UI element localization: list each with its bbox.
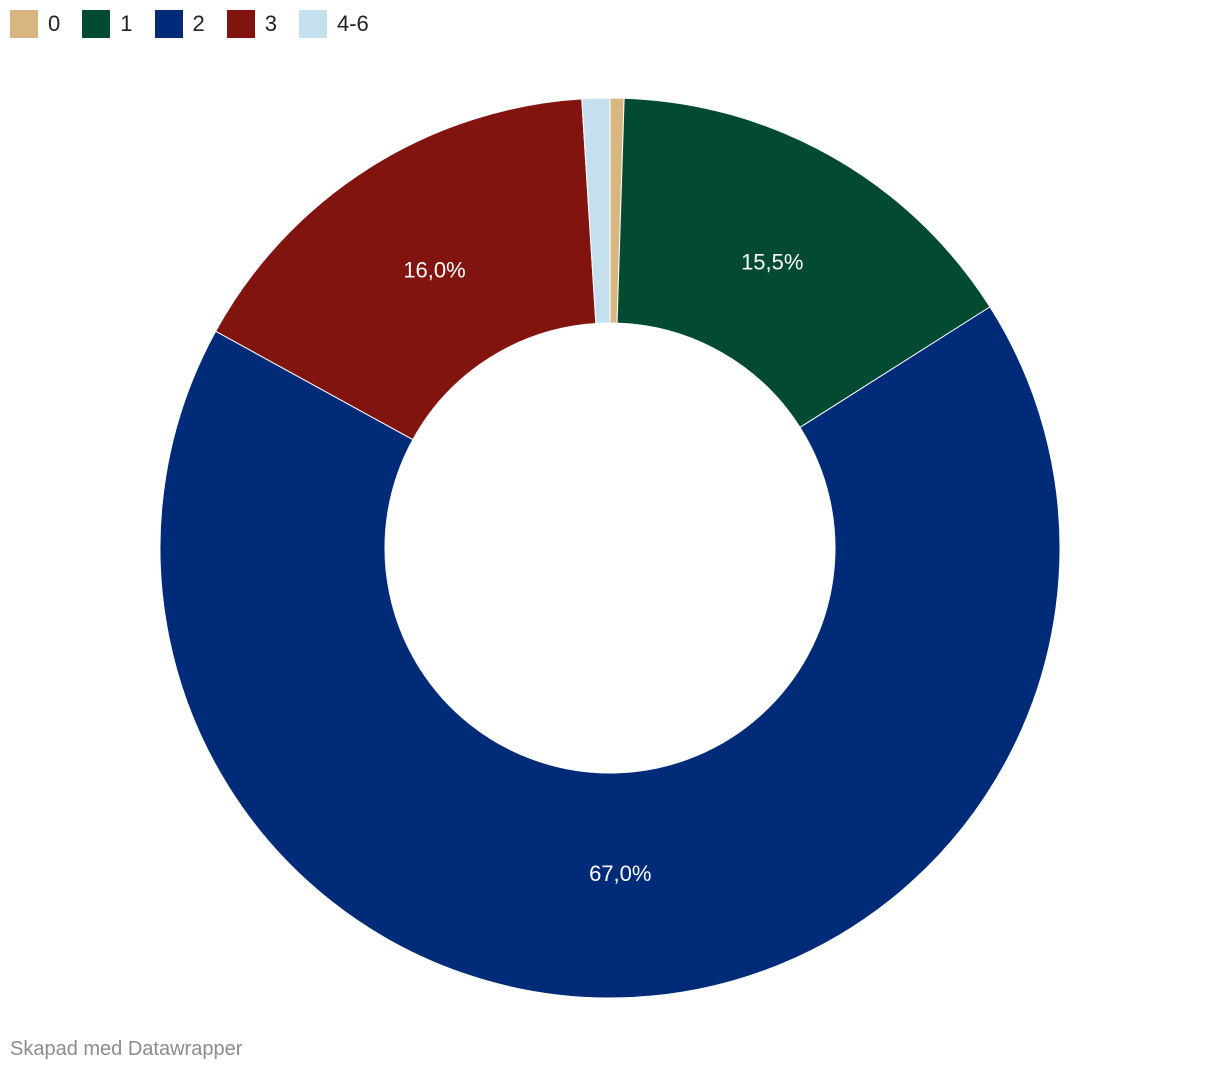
legend-item-3: 3 <box>226 10 277 38</box>
legend-item-0: 0 <box>10 10 60 38</box>
legend-swatch <box>10 10 38 38</box>
data-label-2: 67,0% <box>589 861 651 886</box>
donut-slice-1 <box>616 97 991 429</box>
legend-label: 3 <box>264 11 277 36</box>
footer-credit: Skapad med Datawrapper <box>10 1038 243 1060</box>
legend-label: 4-6 <box>337 11 369 36</box>
legend-swatch <box>299 10 327 38</box>
donut-slices <box>159 97 1061 999</box>
legend-item-4: 4-6 <box>299 10 369 38</box>
donut-slice-3 <box>214 98 597 441</box>
legend-label: 2 <box>192 11 205 36</box>
donut-slice-2 <box>159 306 1061 999</box>
donut-labels: 15,5% 67,0% 16,0% <box>403 249 803 886</box>
data-label-3: 16,0% <box>403 257 465 282</box>
legend: 0 1 2 3 4-6 <box>10 9 391 39</box>
data-label-1: 15,5% <box>741 249 803 274</box>
donut-slice-4-6 <box>581 97 611 324</box>
legend-swatch <box>82 10 111 38</box>
legend-swatch <box>226 10 255 38</box>
legend-item-2: 2 <box>154 10 205 38</box>
legend-item-1: 1 <box>82 10 133 38</box>
legend-label: 0 <box>48 11 61 36</box>
legend-swatch <box>154 10 183 38</box>
legend-label: 1 <box>120 11 133 36</box>
